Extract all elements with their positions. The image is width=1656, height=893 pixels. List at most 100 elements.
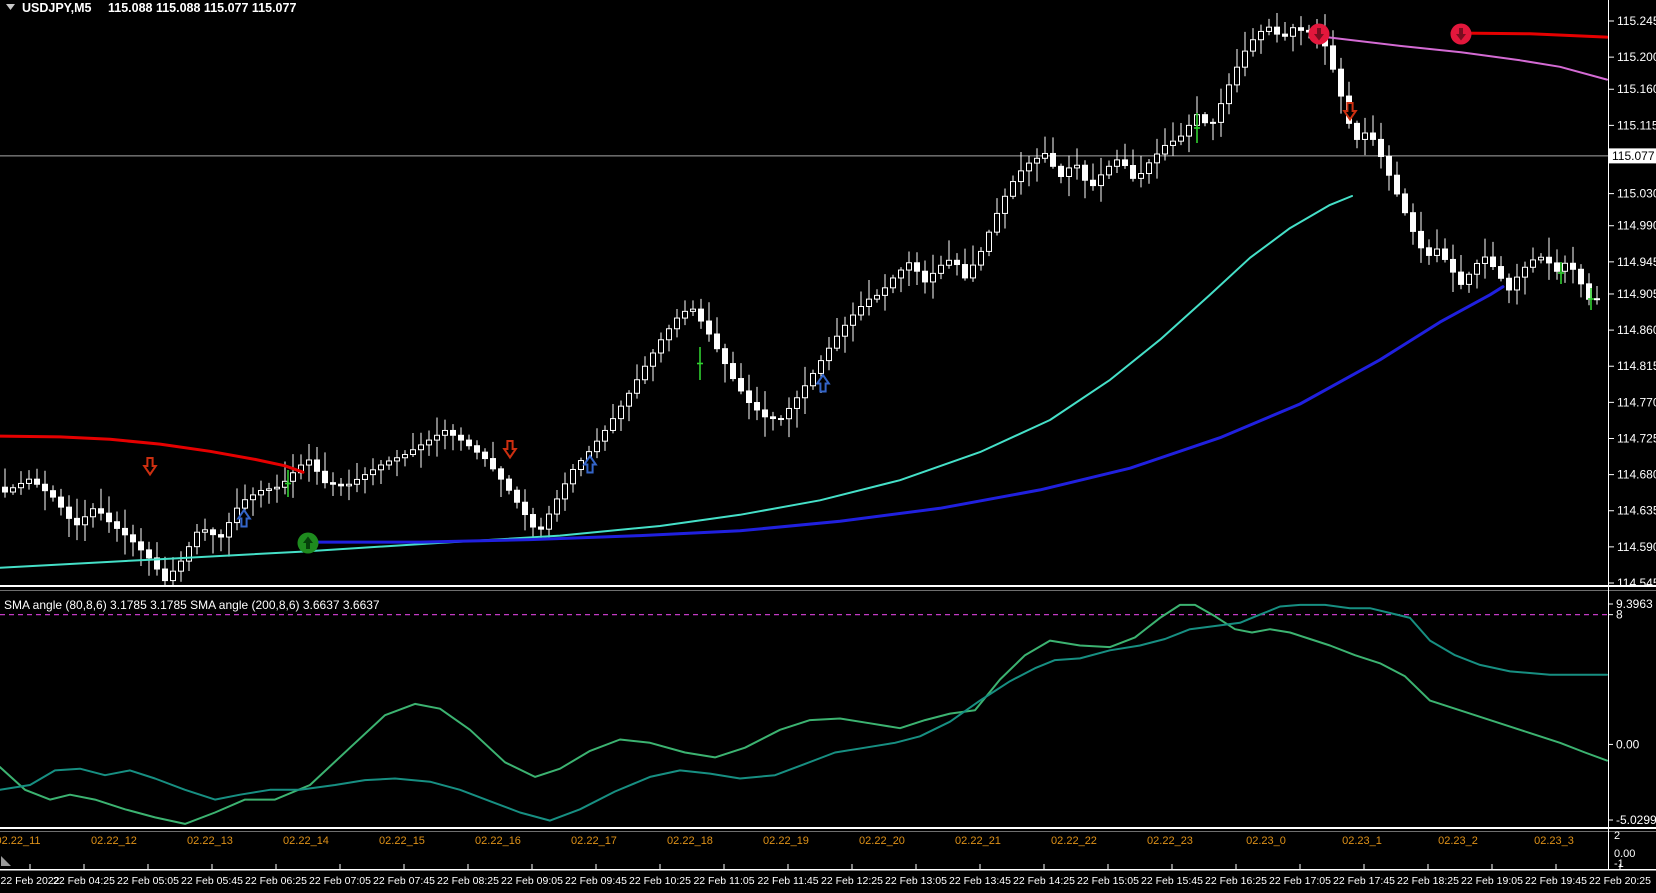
candle-bear [1298,27,1304,31]
candle-bull [202,529,208,533]
candle-bull [818,360,824,374]
candle-bear [138,541,144,551]
candle-bear [218,534,224,538]
candle-bull [434,434,440,441]
indicator1-canvas[interactable] [0,591,1608,827]
candle-bull [1018,170,1024,183]
candle-bull [1434,248,1440,256]
candle-bull [1362,132,1368,140]
session-label: 02.22_11 [0,835,41,847]
time-axis-area[interactable] [0,870,1656,893]
candle-bull [1138,173,1144,179]
indicator1-label: SMA angle (80,8,6) 3.1785 3.1785 SMA ang… [4,598,380,612]
indicator2-canvas[interactable] [0,832,1608,868]
symbol-dropdown-icon[interactable] [6,4,15,10]
chart-canvas[interactable] [0,0,1608,585]
candle-bull [1234,66,1240,86]
indicator1-axis-label: 8 [1616,608,1623,622]
candle-bull [402,454,408,459]
candle-bear [706,320,712,335]
candle-bull [386,460,392,466]
candle-bear [1570,262,1576,270]
candle-bull [842,324,848,337]
candle-bull [274,486,280,490]
price-label: 114.815 [1617,359,1656,373]
session-label: 02.22_20 [859,835,905,847]
candle-bull [1250,39,1256,52]
moving-average-lines [0,31,1608,569]
candle-bull [802,385,808,399]
candle-bull [250,494,256,501]
candle-bear [1554,262,1560,272]
session-labels-window: 02.22_11 02.22_12 02.22_13 02.22_14 02.22_15… [0,835,1574,847]
time-label: 22 Feb 18:25 [1397,875,1459,887]
time-label: 22 Feb 17:05 [1269,875,1331,887]
time-label: 22 Feb 16:25 [1205,875,1267,887]
candle-bull [890,277,896,289]
buy-arrow-icon [582,454,598,474]
candle-bull [1594,298,1600,301]
candle-bear [1282,33,1288,37]
candle-bull [602,429,608,442]
candle-bear [1082,164,1088,181]
candle-bull [1146,162,1152,175]
candle-bull [666,328,672,341]
price-axis-area[interactable] [1608,0,1656,868]
candle-bear [1090,179,1096,187]
candle-bull [906,262,912,271]
candle-bear [1418,230,1424,249]
candle-bull [10,487,16,493]
candle-bull [18,482,24,489]
candle-bear [154,557,160,570]
window-splitter-1[interactable] [0,585,1656,591]
time-label: 22 Feb 2022 [1,875,60,887]
sma-angle-200-line [0,603,1608,822]
candle-bull [1178,135,1184,142]
indicator2-axis-label: 2 [1614,830,1620,842]
candle-bear [146,549,152,559]
candle-bull [1026,162,1032,172]
candle-bear [106,512,112,523]
ma-blue-line [306,285,1505,544]
window-splitter-2[interactable] [0,827,1656,832]
session-label: 02.23_3 [1534,835,1574,847]
time-label: 22 Feb 11:45 [757,875,818,887]
time-label: 22 Feb 11:05 [693,875,754,887]
candle-bear [1546,256,1552,264]
price-label: 115.115 [1617,118,1656,132]
candle-bear [490,458,496,470]
candle-bull [418,444,424,451]
candle-bull [306,459,312,466]
candle-bear [1050,152,1056,167]
time-label: 22 Feb 13:45 [949,875,1011,887]
candle-bear [50,490,56,498]
session-label: 02.22_13 [187,835,233,847]
candle-bull [650,352,656,367]
candle-bull [1538,256,1544,261]
candle-bear [34,478,40,485]
candle-bull [1530,259,1536,268]
session-label: 02.22_18 [667,835,713,847]
candle-bull [674,317,680,330]
candle-bear [746,390,752,404]
candle-bull [874,294,880,300]
candle-bull [1514,276,1520,291]
candle-bull [426,439,432,446]
time-label: 22 Feb 09:45 [565,875,627,887]
candle-bull [554,498,560,515]
candle-bull [546,513,552,530]
candle-bear [754,402,760,411]
candle-bull [234,507,240,524]
ohlc-values: 115.088 115.088 115.077 115.077 [108,1,296,15]
candle-bear [1354,122,1360,140]
candle-bear [530,514,536,528]
candle-bull [410,449,416,456]
candle-bull [970,264,976,279]
indicator2-axis-label: -1 [1614,858,1624,870]
session-label: 02.22_15 [379,835,425,847]
symbol-label: USDJPY,M5 [22,1,92,15]
candle-bull [850,314,856,326]
candle-bull [1218,103,1224,123]
candle-bull [626,392,632,407]
candle-bull [442,429,448,436]
